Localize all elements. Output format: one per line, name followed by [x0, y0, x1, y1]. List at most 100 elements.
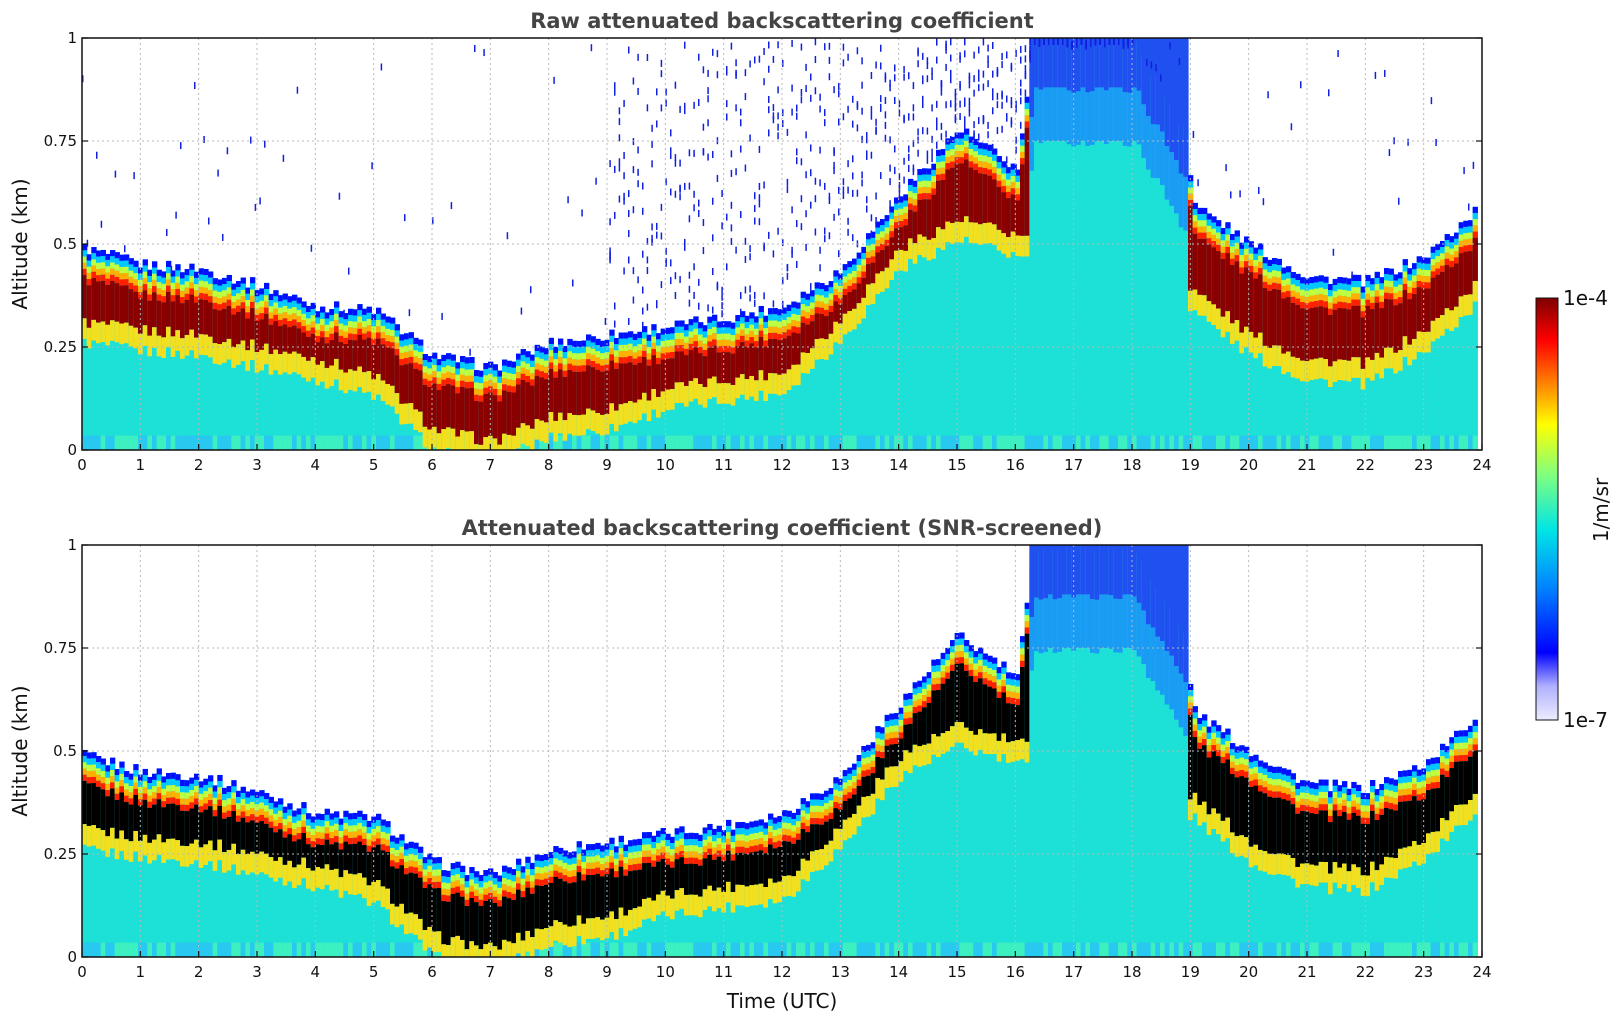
noise-dot [632, 77, 635, 85]
layer-band [772, 332, 778, 339]
layer-band [273, 314, 279, 322]
layer-band [208, 781, 214, 788]
surface-band [385, 435, 391, 450]
surface-band [133, 942, 139, 957]
layer-band [1020, 145, 1026, 152]
layer-band [413, 855, 419, 862]
noise-dot [628, 190, 630, 198]
layer-band [1220, 234, 1226, 241]
layer-peak [497, 401, 503, 445]
layer-lower [1020, 235, 1026, 257]
layer-band [590, 862, 596, 869]
layer-band [642, 856, 648, 864]
layer-peak [450, 385, 456, 429]
layer-band [376, 813, 382, 820]
layer-lower [96, 322, 102, 344]
layer-lower [156, 335, 162, 357]
layer-peak [222, 818, 228, 853]
layer-band [796, 815, 802, 822]
column-background [1150, 74, 1156, 450]
layer-peak [511, 392, 517, 436]
layer-band [693, 851, 699, 858]
noise-dot [698, 278, 700, 286]
layer-band [1276, 258, 1282, 266]
surface-band [814, 942, 820, 957]
layer-band [880, 733, 886, 740]
layer-band [86, 254, 92, 261]
layer-band [189, 276, 195, 283]
noise-dot [642, 321, 644, 329]
layer-lower [1402, 336, 1408, 357]
layer-band [264, 799, 270, 806]
surface-band [390, 435, 396, 450]
layer-band [870, 754, 876, 761]
column-background [240, 277, 246, 450]
layer-band [866, 251, 872, 258]
layer-band [119, 780, 125, 787]
surface-band [119, 942, 125, 957]
layer-band [581, 359, 587, 366]
layer-peak [343, 841, 349, 871]
surface-band [660, 435, 666, 450]
layer-band [296, 820, 302, 827]
surface-band [968, 435, 974, 450]
surface-band [964, 435, 970, 450]
surface-band [558, 942, 564, 957]
layer-band [432, 377, 438, 384]
layer-band [357, 823, 363, 830]
layer-band [348, 819, 354, 826]
layer-band [236, 280, 242, 288]
layer-band [287, 296, 293, 303]
layer-band [861, 752, 867, 759]
layer-band [670, 345, 676, 352]
layer-band [870, 742, 876, 749]
layer-lower [600, 414, 606, 436]
noise-dot [684, 238, 686, 246]
layer-band [768, 314, 774, 321]
layer-peak [511, 899, 517, 944]
layer-lower [226, 338, 232, 360]
layer-band [763, 828, 769, 835]
layer-band [1430, 252, 1436, 260]
layer-band [203, 778, 209, 785]
layer-peak [446, 901, 452, 945]
surface-band [959, 435, 965, 450]
layer-peak [651, 866, 657, 901]
layer-band [245, 287, 251, 294]
layer-lower [534, 928, 540, 950]
layer-peak [1309, 307, 1315, 360]
surface-band [175, 942, 181, 957]
layer-band [1458, 234, 1464, 241]
noise-dot [693, 101, 695, 109]
noise-dot [852, 95, 854, 103]
layer-band [950, 143, 956, 150]
layer-peak [600, 371, 606, 415]
noise-dot [632, 138, 635, 146]
layer-band [530, 354, 536, 361]
surface-band [301, 435, 307, 450]
layer-band [478, 881, 484, 888]
noise-dot [805, 85, 807, 93]
layer-band [894, 719, 900, 726]
layer-lower [413, 914, 419, 935]
layer-peak [968, 167, 974, 223]
layer-lower [749, 375, 755, 397]
layer-band [240, 296, 246, 303]
layer-band [1197, 207, 1203, 215]
layer-band [334, 301, 340, 308]
noise-dot [912, 113, 915, 121]
noise-dot [707, 153, 709, 161]
layer-peak [954, 163, 960, 222]
surface-band [413, 435, 419, 450]
layer-band [861, 770, 867, 777]
layer-lower [842, 819, 848, 841]
noise-dot [618, 107, 621, 115]
surface-band [1113, 435, 1119, 450]
surface-band [268, 942, 274, 957]
layer-band [292, 829, 298, 836]
layer-band [250, 808, 256, 815]
surface-band [170, 942, 176, 957]
noise-dot [679, 193, 681, 201]
layer-lower [334, 358, 340, 380]
noise-dot [1080, 38, 1083, 45]
